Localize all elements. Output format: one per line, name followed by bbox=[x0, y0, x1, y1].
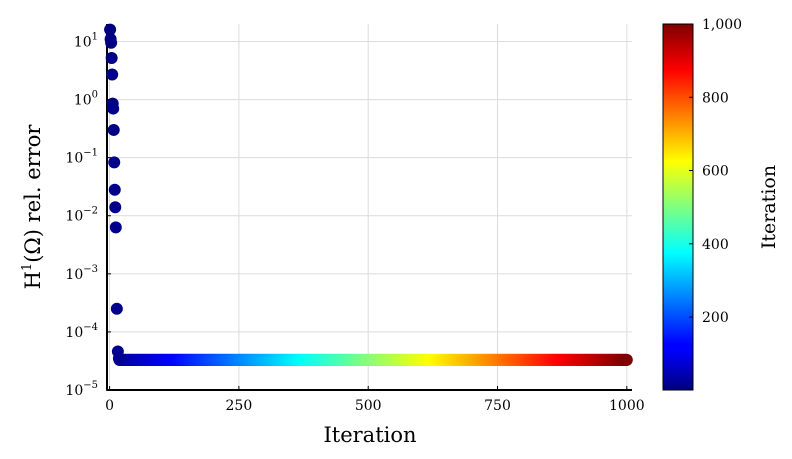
y-tick-label: 101 bbox=[74, 31, 98, 50]
y-tick-label: 100 bbox=[74, 90, 98, 109]
colorbar-frame bbox=[662, 23, 694, 391]
x-tick-label: 0 bbox=[105, 398, 114, 414]
y-tick-label: 10−5 bbox=[65, 380, 98, 399]
colorbar-tick-label: 800 bbox=[702, 90, 729, 106]
colorbar-tick-label: 1,000 bbox=[702, 17, 742, 33]
data-point bbox=[112, 352, 125, 365]
data-point bbox=[105, 36, 118, 49]
colorbar-label: Iteration bbox=[758, 165, 780, 249]
data-points bbox=[104, 23, 633, 366]
x-axis-label: Iteration bbox=[323, 423, 416, 447]
y-axis-label-main: H bbox=[21, 271, 45, 289]
y-axis-label-sup: 1 bbox=[20, 263, 35, 271]
y-axis-label: H1(Ω) rel. error bbox=[20, 124, 45, 290]
y-tick-label: 10−4 bbox=[65, 322, 98, 341]
y-tick-label: 10−3 bbox=[65, 264, 98, 283]
tick-labels: 0 250 500 750 1000 10−5 10−4 10−3 10−2 10−1 100 101 bbox=[65, 31, 644, 414]
y-axis-label-rest: (Ω) rel. error bbox=[21, 124, 45, 263]
data-point bbox=[107, 102, 120, 115]
data-point bbox=[110, 302, 123, 315]
x-tick-label: 250 bbox=[226, 398, 253, 414]
data-point bbox=[104, 23, 117, 36]
colorbar-tick-label: 200 bbox=[702, 310, 729, 326]
grid bbox=[107, 24, 632, 391]
axes bbox=[106, 24, 632, 391]
data-point bbox=[107, 123, 120, 136]
data-point bbox=[106, 68, 119, 81]
x-tick-label: 1000 bbox=[609, 398, 645, 414]
data-point bbox=[105, 51, 118, 64]
data-point bbox=[109, 201, 122, 214]
colorbar-tick-label: 400 bbox=[702, 237, 729, 253]
data-point bbox=[108, 183, 121, 196]
x-tick-label: 750 bbox=[484, 398, 511, 414]
y-tick-label: 10−2 bbox=[65, 206, 98, 225]
colorbar-tick-label: 600 bbox=[702, 164, 729, 180]
data-point bbox=[109, 221, 122, 234]
data-point bbox=[620, 353, 633, 366]
x-tick-label: 500 bbox=[355, 398, 382, 414]
data-point bbox=[108, 156, 121, 169]
colorbar-gradient bbox=[663, 24, 693, 390]
y-tick-label: 10−1 bbox=[65, 148, 98, 167]
colorbar: 200 400 600 800 1,000 Iteration bbox=[662, 17, 780, 391]
